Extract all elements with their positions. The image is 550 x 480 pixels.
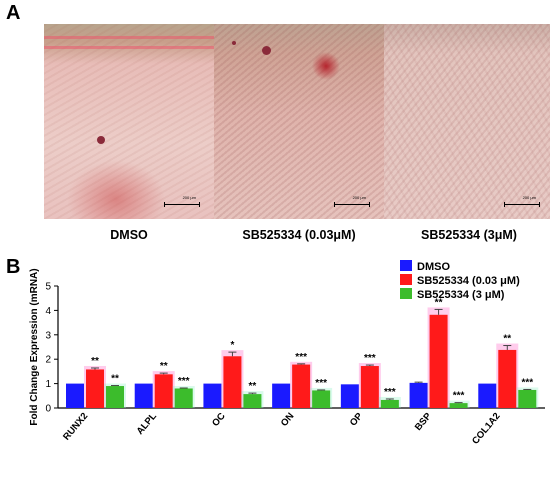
bar xyxy=(409,382,428,408)
stain-streak xyxy=(44,36,214,39)
bar xyxy=(66,383,84,408)
tissue-image xyxy=(384,24,550,219)
significance-label: *** xyxy=(315,378,327,389)
legend-label: SB525334 (0.03 μM) xyxy=(417,275,520,287)
significance-label: ** xyxy=(111,374,119,385)
micrograph-dmso: 200 μm xyxy=(44,24,214,219)
panel-a-label: A xyxy=(6,2,21,24)
y-tick-label: 4 xyxy=(45,306,51,317)
significance-label: ** xyxy=(435,297,443,308)
y-axis-title: Fold Change Expression (mRNA) xyxy=(29,268,40,425)
scale-bar xyxy=(334,202,370,207)
y-tick-label: 3 xyxy=(45,330,51,341)
significance-label: *** xyxy=(453,391,465,402)
caption-sb-low: SB525334 (0.03μM) xyxy=(242,228,356,242)
bar xyxy=(203,383,222,408)
micrograph-sb-high: 200 μm xyxy=(384,24,550,219)
scale-bar xyxy=(164,202,200,207)
bar xyxy=(429,314,448,408)
legend-swatch xyxy=(400,288,412,299)
bar xyxy=(86,369,104,408)
bar xyxy=(272,383,291,408)
caption-sb-high: SB525334 (3μM) xyxy=(421,228,517,242)
y-tick-label: 5 xyxy=(45,282,51,293)
scale-bar xyxy=(504,202,540,207)
legend-swatch xyxy=(400,274,412,285)
bar xyxy=(292,364,311,408)
caption-dmso: DMSO xyxy=(110,228,148,242)
bar xyxy=(478,383,497,408)
micrograph-sb-low: 200 μm xyxy=(214,24,384,219)
x-tick-label: ALPL xyxy=(135,411,159,437)
legend-label: SB525334 (3 μM) xyxy=(417,289,505,301)
bar xyxy=(243,394,262,408)
bar xyxy=(312,390,331,408)
tissue-image xyxy=(214,24,384,219)
significance-label: *** xyxy=(178,376,190,387)
scale-label: 200 μm xyxy=(182,195,196,200)
stain-streak xyxy=(44,46,214,49)
y-tick-label: 1 xyxy=(45,379,51,390)
x-tick-label: COL1A2 xyxy=(470,411,503,447)
scale-label: 200 μm xyxy=(352,195,366,200)
bar xyxy=(449,403,468,408)
significance-label: *** xyxy=(384,387,396,398)
bars: ********************************** xyxy=(66,297,539,408)
scale-label: 200 μm xyxy=(522,195,536,200)
stain-nodule xyxy=(232,41,236,45)
y-tick-label: 0 xyxy=(45,404,51,415)
bar xyxy=(174,388,193,408)
x-tick-label: OP xyxy=(348,410,366,428)
legend: DMSO SB525334 (0.03 μM) SB525334 (3 μM) xyxy=(400,260,520,301)
bar xyxy=(498,349,517,408)
bar xyxy=(154,374,173,408)
significance-label: *** xyxy=(295,352,307,363)
significance-label: ** xyxy=(160,361,168,372)
significance-label: *** xyxy=(521,377,533,388)
significance-label: ** xyxy=(249,381,257,392)
legend-swatch xyxy=(400,260,412,271)
bar xyxy=(106,386,124,408)
x-tick-label: OC xyxy=(210,411,228,429)
significance-label: ** xyxy=(503,334,511,345)
bar xyxy=(340,384,359,408)
bar xyxy=(134,383,153,408)
stain-nodule xyxy=(97,136,105,144)
bar xyxy=(380,399,399,408)
tissue-image xyxy=(44,24,214,219)
x-tick-label: BSP xyxy=(413,410,434,433)
legend-label: DMSO xyxy=(417,261,450,273)
panel-b-label: B xyxy=(6,256,21,278)
bar xyxy=(360,366,379,408)
y-tick-label: 2 xyxy=(45,355,51,366)
x-tick-label: RUNX2 xyxy=(61,411,90,443)
bar-chart: 0 1 2 3 4 5 Fold Change Expression (mRNA) RUNX2… xyxy=(29,260,545,447)
stain-nodule xyxy=(262,46,271,55)
significance-label: ** xyxy=(91,356,99,367)
bar xyxy=(223,356,242,408)
significance-label: * xyxy=(230,340,234,351)
significance-label: *** xyxy=(364,353,376,364)
bar xyxy=(518,389,537,408)
x-tick-label: ON xyxy=(279,411,297,429)
